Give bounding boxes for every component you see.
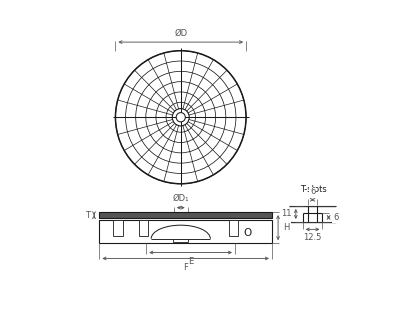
Bar (139, 220, 149, 236)
Bar (173, 239, 188, 242)
Text: ØD₁: ØD₁ (173, 194, 189, 203)
Bar (100, 220, 272, 243)
Text: F: F (183, 263, 188, 272)
Text: 6: 6 (333, 213, 339, 222)
Text: 6: 6 (310, 187, 315, 196)
Text: H: H (284, 223, 290, 232)
Text: ØD: ØD (174, 29, 187, 38)
Text: T: T (84, 211, 89, 220)
Ellipse shape (176, 113, 185, 122)
Text: E: E (188, 257, 193, 266)
Text: T-slots: T-slots (300, 185, 327, 194)
Text: 11: 11 (281, 210, 291, 219)
Bar (113, 220, 123, 236)
Bar (229, 220, 239, 236)
Text: O: O (243, 228, 252, 238)
Text: 12.5: 12.5 (303, 233, 322, 242)
Bar (100, 212, 272, 218)
